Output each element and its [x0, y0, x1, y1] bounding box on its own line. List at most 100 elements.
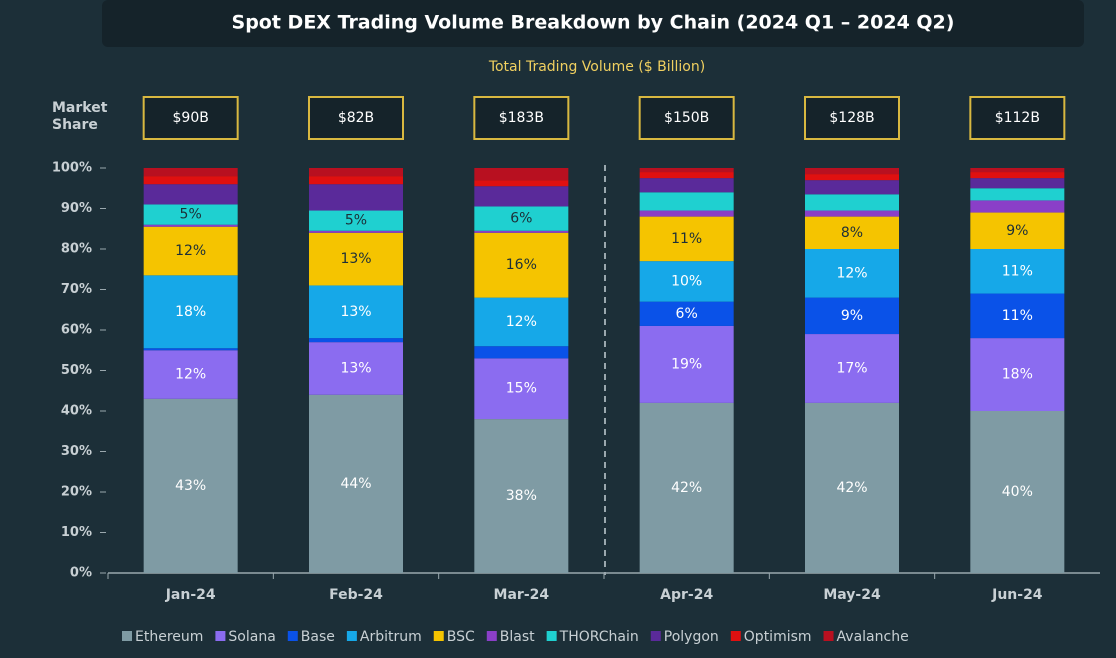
- bar-segment: [474, 206, 569, 231]
- bar-segment: [639, 216, 734, 262]
- data-label: 16%: [506, 257, 537, 273]
- data-label: 11%: [1002, 263, 1033, 279]
- data-label: 12%: [175, 367, 206, 383]
- bar-segment: [805, 168, 899, 175]
- bar-segment: [474, 180, 569, 187]
- bar-segment: [309, 285, 403, 339]
- bar-segment: [639, 301, 734, 326]
- bar-segment: [474, 419, 569, 573]
- data-label: 42%: [836, 480, 867, 496]
- legend-swatch: [486, 631, 497, 641]
- bar-segment: [970, 411, 1065, 573]
- total-label: $90B: [173, 110, 209, 126]
- bar-segment: [639, 168, 734, 173]
- bar-segment: [970, 293, 1065, 339]
- total-label: $128B: [829, 110, 874, 126]
- bar-segment: [970, 249, 1065, 294]
- legend-label: Base: [301, 629, 335, 645]
- y-tick-label: 30%: [61, 444, 92, 459]
- bar-segment: [474, 230, 569, 233]
- legend-swatch: [215, 631, 226, 641]
- bar-segment: [309, 230, 403, 233]
- bar-segment: [639, 192, 734, 211]
- bar-segment: [474, 297, 569, 347]
- bar-segment: [143, 398, 238, 573]
- data-label: 5%: [180, 207, 202, 223]
- bar-segment: [970, 338, 1065, 411]
- data-label: 11%: [671, 231, 702, 247]
- bar-segment: [970, 172, 1065, 179]
- bar-segment: [143, 224, 238, 227]
- bar-segment: [970, 188, 1065, 201]
- legend-swatch: [650, 631, 661, 641]
- total-label: $82B: [338, 110, 374, 126]
- y-tick-label: 80%: [61, 242, 92, 257]
- x-tick-label: Feb-24: [329, 587, 383, 603]
- bar-segment: [639, 402, 734, 573]
- bar-segment: [970, 178, 1065, 189]
- bar-segment: [309, 168, 403, 177]
- data-label: 13%: [340, 360, 371, 376]
- bar-segment: [639, 210, 734, 217]
- total-box: [969, 96, 1066, 140]
- data-label: 11%: [1002, 308, 1033, 324]
- y-axis-label: Market Share: [52, 100, 108, 133]
- legend-label: Blast: [500, 629, 535, 645]
- bar-segment: [143, 184, 238, 205]
- bar-segment: [143, 226, 238, 276]
- bar-segment: [143, 168, 238, 177]
- data-label: 13%: [340, 251, 371, 267]
- legend-swatch: [546, 631, 557, 641]
- total-label: $150B: [664, 110, 709, 126]
- data-label: 19%: [671, 356, 702, 372]
- bar-segment: [805, 210, 899, 217]
- total-label: $112B: [995, 110, 1040, 126]
- data-label: 12%: [175, 243, 206, 259]
- data-label: 18%: [1002, 367, 1033, 383]
- bar-segment: [805, 216, 899, 249]
- data-label: 9%: [841, 308, 863, 324]
- bar-segment: [309, 342, 403, 395]
- legend-swatch: [730, 631, 741, 641]
- legend-swatch: [122, 631, 132, 641]
- data-label: 17%: [836, 360, 867, 376]
- legend-label: Avalanche: [837, 629, 909, 645]
- total-label: $183B: [499, 110, 544, 126]
- y-tick-label: 90%: [61, 201, 92, 216]
- bar-segment: [309, 176, 403, 185]
- bar-segment: [309, 394, 403, 573]
- legend-label: BSC: [447, 629, 475, 645]
- bar-segment: [970, 200, 1065, 213]
- data-label: 6%: [510, 211, 532, 227]
- x-tick-label: Jun-24: [991, 587, 1043, 603]
- bar-segment: [474, 168, 569, 181]
- bar-segment: [309, 338, 403, 343]
- data-label: 38%: [506, 488, 537, 504]
- legend-label: Optimism: [744, 629, 812, 645]
- data-label: 43%: [175, 478, 206, 494]
- data-label: 5%: [345, 213, 367, 229]
- legend-swatch: [346, 631, 357, 641]
- legend-label: THORChain: [559, 629, 639, 645]
- data-label: 13%: [340, 304, 371, 320]
- data-label: 10%: [671, 273, 702, 289]
- x-tick-label: Apr-24: [660, 587, 713, 603]
- bar-segment: [970, 168, 1065, 173]
- legend-label: Ethereum: [135, 629, 203, 645]
- bar-segment: [805, 194, 899, 211]
- bar-segment: [474, 346, 569, 359]
- chart-title: Spot DEX Trading Volume Breakdown by Cha…: [232, 12, 955, 34]
- y-tick-label: 60%: [61, 323, 92, 338]
- bar-segment: [639, 172, 734, 179]
- y-tick-label: 0%: [70, 566, 92, 581]
- bar-segment: [474, 232, 569, 298]
- total-box: [638, 96, 735, 140]
- legend-label: Polygon: [664, 629, 719, 645]
- total-box: [308, 96, 404, 140]
- legend-swatch: [433, 631, 444, 641]
- bar-segment: [309, 210, 403, 231]
- data-label: 12%: [836, 265, 867, 281]
- bar-segment: [805, 249, 899, 298]
- data-label: 9%: [1006, 223, 1028, 239]
- bar-segment: [143, 204, 238, 225]
